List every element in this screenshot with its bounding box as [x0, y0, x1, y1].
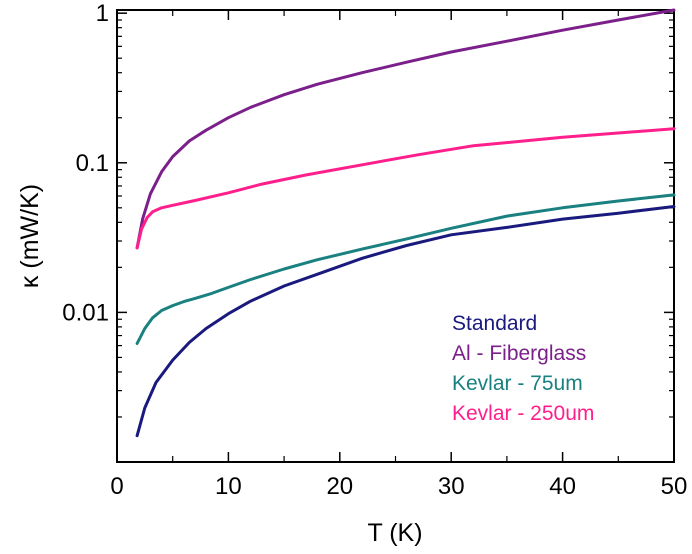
legend-entry-kevlar-250um: Kevlar - 250um [452, 402, 594, 425]
x-tick-label: 40 [549, 473, 576, 500]
tick-labels: 0 10 20 30 40 50 1 0.1 0.01 [62, 0, 687, 500]
series-line-1 [135, 8, 676, 250]
series-lines [135, 8, 676, 438]
x-tick-label: 50 [661, 473, 688, 500]
legend-entry-kevlar-75um: Kevlar - 75um [452, 372, 583, 395]
legend-entry-standard: Standard [452, 312, 537, 335]
y-tick-label: 1 [96, 0, 109, 27]
axis-ticks [116, 10, 675, 462]
x-tick-label: 0 [110, 473, 123, 500]
y-axis-label: κ (mW/K) [16, 184, 44, 288]
x-axis-label: T (K) [367, 519, 422, 547]
y-tick-label: 0.1 [76, 150, 109, 177]
legend-entry-al-fiberglass: Al - Fiberglass [452, 342, 586, 365]
series-line-2 [135, 193, 676, 345]
y-tick-label: 0.01 [62, 299, 109, 326]
legend: Standard Al - Fiberglass Kevlar - 75um K… [452, 312, 594, 425]
series-line-0 [135, 205, 676, 438]
plot-frame [116, 9, 675, 463]
series-line-3 [135, 127, 676, 250]
x-tick-label: 20 [326, 473, 353, 500]
x-tick-label: 10 [215, 473, 242, 500]
x-tick-label: 30 [438, 473, 465, 500]
